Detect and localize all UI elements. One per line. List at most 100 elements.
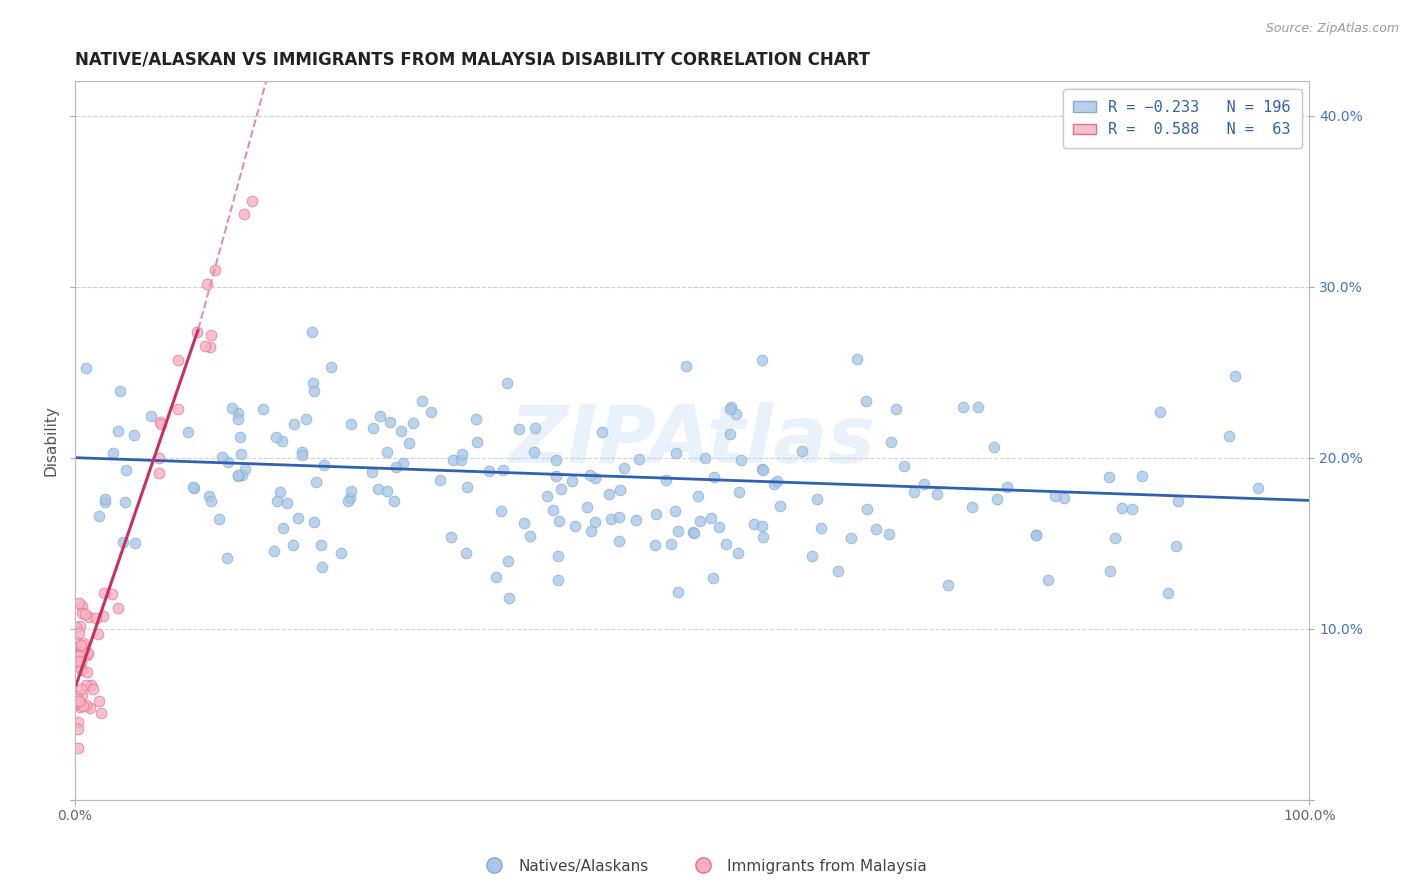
Point (283, 538, 305, 552)
Point (454, 545, 477, 559)
Point (644, 508, 666, 522)
Point (228, 468, 250, 483)
Point (198, 340, 221, 354)
Point (513, 516, 536, 531)
Point (718, 427, 741, 442)
Point (361, 465, 384, 479)
Point (1157, 586, 1180, 600)
Point (451, 447, 474, 461)
Point (536, 489, 558, 503)
Point (547, 514, 569, 528)
Point (806, 492, 828, 507)
Point (302, 515, 325, 529)
Point (70, 638, 93, 652)
Point (810, 521, 832, 535)
Point (69, 640, 91, 655)
Point (491, 504, 513, 518)
Point (707, 520, 730, 534)
Point (90, 706, 112, 720)
Point (465, 435, 488, 450)
Point (655, 473, 678, 487)
Point (264, 430, 287, 444)
Point (578, 468, 600, 483)
Point (67, 654, 90, 668)
Point (276, 496, 298, 510)
Point (269, 484, 291, 499)
Point (77, 609, 100, 624)
Point (628, 452, 651, 467)
Point (70, 599, 93, 613)
Point (983, 440, 1005, 454)
Point (69, 619, 91, 633)
Point (613, 461, 636, 475)
Point (1218, 429, 1240, 443)
Point (695, 451, 717, 466)
Point (523, 420, 546, 434)
Point (114, 495, 136, 509)
Point (302, 384, 325, 399)
Point (204, 262, 226, 277)
Point (94, 491, 117, 506)
Point (66, 741, 89, 756)
Point (609, 483, 631, 497)
Point (855, 393, 877, 408)
Point (75, 361, 97, 376)
Point (912, 476, 935, 491)
Point (290, 445, 312, 459)
Point (880, 434, 903, 449)
Point (856, 502, 879, 516)
Point (1025, 528, 1047, 542)
Point (72, 636, 94, 650)
Point (82, 681, 104, 696)
Point (232, 207, 254, 221)
Point (703, 470, 725, 484)
Point (108, 384, 131, 398)
Point (226, 467, 249, 482)
Point (177, 425, 200, 440)
Point (727, 546, 749, 560)
Point (884, 402, 907, 417)
Point (295, 412, 318, 426)
Point (389, 424, 412, 438)
Point (492, 463, 515, 477)
Point (66, 715, 89, 730)
Point (450, 453, 472, 467)
Point (668, 585, 690, 599)
Point (1097, 469, 1119, 483)
Point (598, 486, 620, 500)
Point (87, 626, 110, 640)
Point (186, 325, 208, 339)
Point (544, 453, 567, 467)
Point (769, 499, 792, 513)
Point (67, 626, 90, 640)
Point (925, 487, 948, 501)
Point (233, 462, 256, 476)
Point (111, 534, 134, 549)
Point (411, 394, 433, 409)
Point (266, 493, 288, 508)
Point (591, 425, 613, 439)
Point (664, 504, 686, 518)
Point (149, 417, 172, 431)
Point (197, 277, 219, 292)
Text: NATIVE/ALASKAN VS IMMIGRANTS FROM MALAYSIA DISABILITY CORRELATION CHART: NATIVE/ALASKAN VS IMMIGRANTS FROM MALAYS… (75, 51, 870, 69)
Text: ZIPAtlas: ZIPAtlas (509, 401, 875, 480)
Point (200, 328, 222, 343)
Point (194, 339, 217, 353)
Point (1098, 564, 1121, 578)
Point (550, 482, 572, 496)
Point (311, 560, 333, 574)
Point (103, 446, 125, 460)
Point (1043, 489, 1066, 503)
Point (211, 450, 233, 464)
Point (609, 510, 631, 524)
Point (966, 400, 988, 414)
Point (765, 474, 787, 488)
Point (1164, 539, 1187, 553)
Point (392, 456, 415, 470)
Point (309, 538, 332, 552)
Point (675, 359, 697, 373)
Point (75, 677, 97, 691)
Point (70, 655, 93, 669)
Point (879, 526, 901, 541)
